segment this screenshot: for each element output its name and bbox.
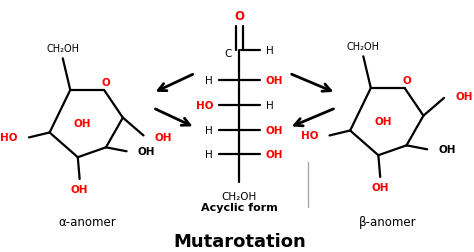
Text: OH: OH	[438, 145, 456, 155]
Text: H: H	[205, 125, 213, 135]
Text: H: H	[265, 100, 273, 110]
Text: OH: OH	[456, 91, 473, 102]
Text: O: O	[402, 76, 411, 86]
Text: H: H	[205, 76, 213, 86]
Text: α-anomer: α-anomer	[58, 215, 116, 228]
Text: OH: OH	[155, 133, 172, 143]
Text: O: O	[234, 10, 244, 23]
Text: OH: OH	[138, 147, 155, 157]
Text: CH₂OH: CH₂OH	[222, 191, 257, 201]
Text: CH₂OH: CH₂OH	[46, 44, 79, 54]
Text: CH₂OH: CH₂OH	[347, 42, 380, 52]
Text: HO: HO	[301, 131, 318, 141]
Text: Acyclic form: Acyclic form	[201, 202, 278, 212]
Text: H: H	[205, 150, 213, 160]
Text: β-anomer: β-anomer	[359, 215, 417, 228]
Text: H: H	[265, 46, 273, 56]
Text: OH: OH	[374, 116, 392, 126]
Text: OH: OH	[372, 182, 389, 192]
Text: O: O	[101, 78, 110, 88]
Text: HO: HO	[196, 100, 213, 110]
Text: OH: OH	[74, 118, 91, 128]
Text: OH: OH	[265, 125, 283, 135]
Text: OH: OH	[265, 76, 283, 86]
Text: OH: OH	[71, 184, 89, 194]
Text: Mutarotation: Mutarotation	[173, 232, 306, 250]
Text: C: C	[224, 49, 232, 59]
Text: OH: OH	[265, 150, 283, 160]
Text: HO: HO	[0, 133, 18, 143]
